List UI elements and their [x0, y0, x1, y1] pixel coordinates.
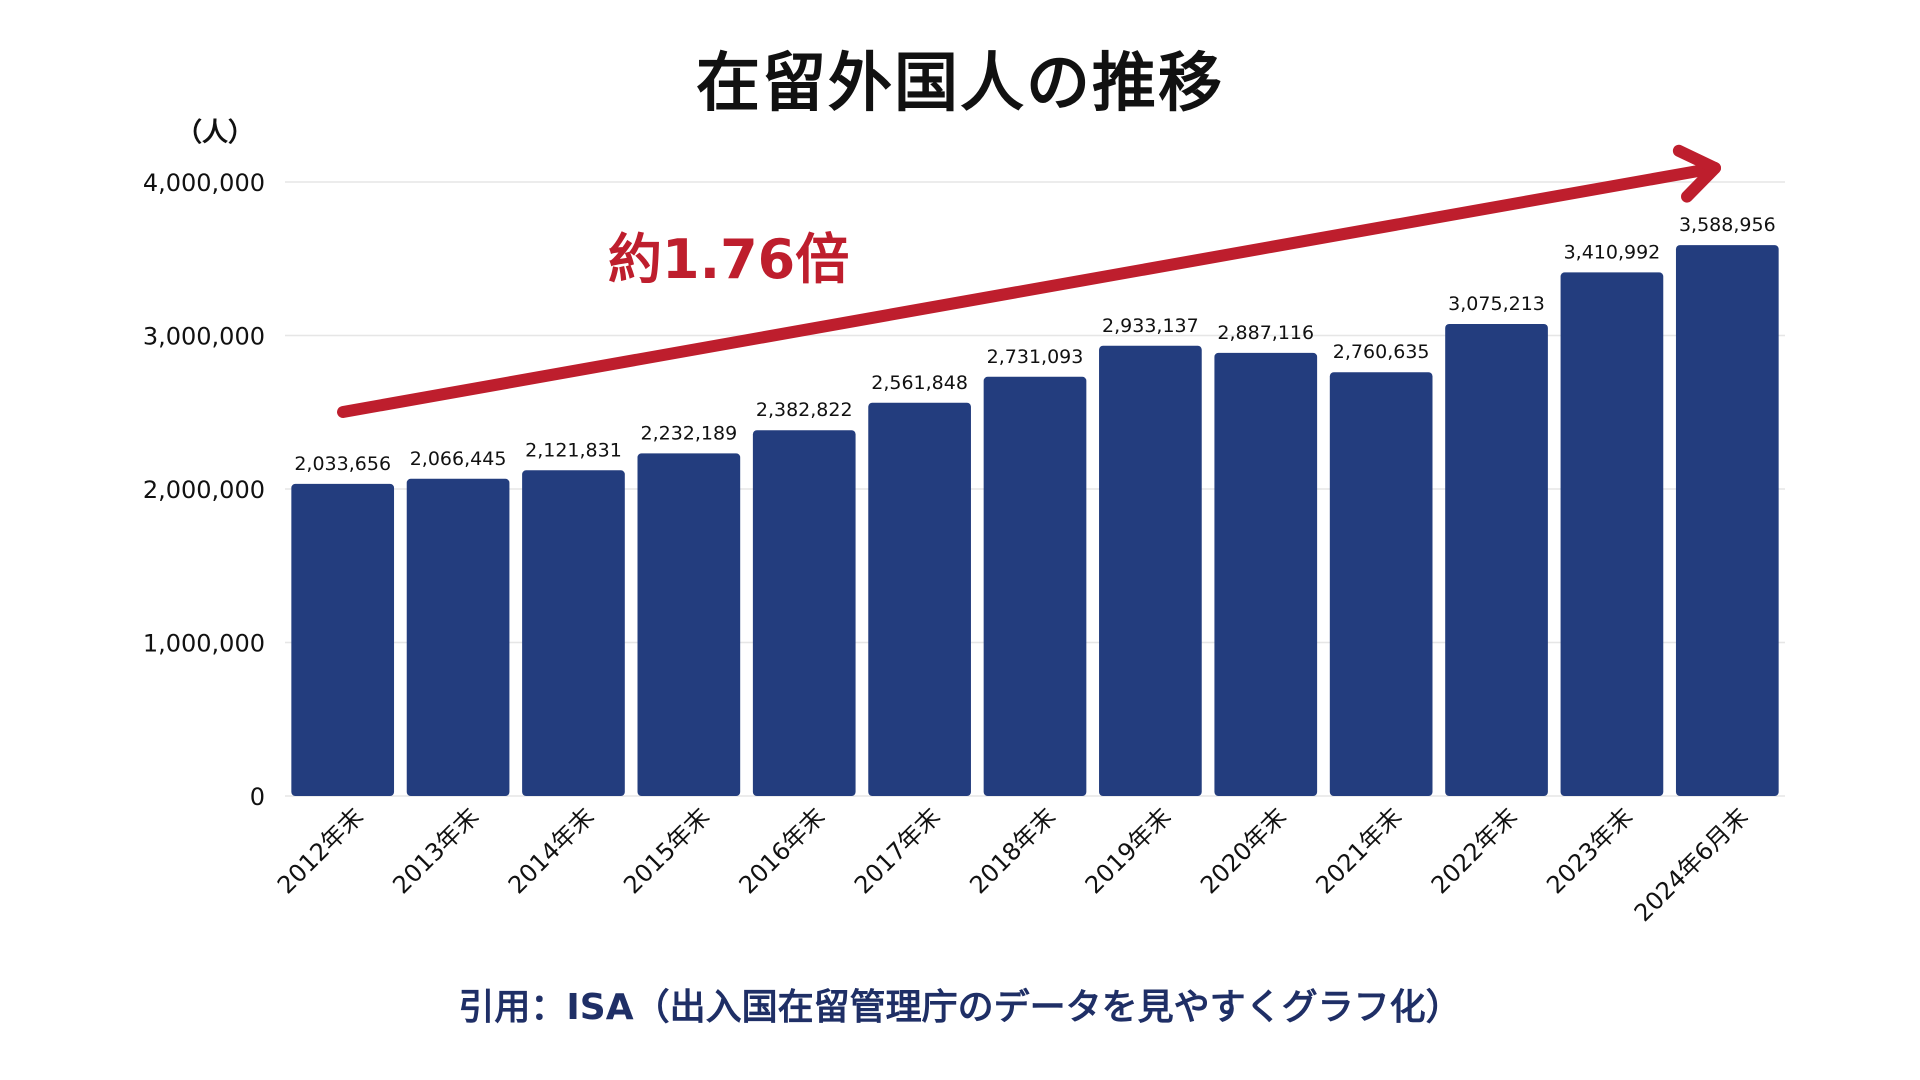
x-tick-label: 2021年末 — [1310, 802, 1407, 899]
y-tick-label: 0 — [250, 783, 265, 811]
bar-value-label: 3,075,213 — [1448, 293, 1545, 315]
y-tick-label: 1,000,000 — [143, 630, 265, 658]
x-tick-label: 2017年末 — [849, 802, 946, 899]
bar — [1675, 245, 1779, 796]
bar — [868, 402, 971, 796]
bar-value-label: 2,887,116 — [1217, 322, 1314, 344]
bar-value-label: 2,121,831 — [525, 439, 622, 461]
x-tick-label: 2022年末 — [1426, 802, 1523, 899]
bar-value-label: 2,731,093 — [987, 346, 1084, 368]
x-tick-label: 2016年末 — [734, 802, 831, 899]
bar — [1099, 345, 1202, 796]
x-tick-label: 2013年末 — [387, 802, 484, 899]
x-tick-label: 2018年末 — [964, 802, 1061, 899]
chart-title: 在留外国人の推移 — [696, 47, 1224, 121]
bar — [1560, 272, 1664, 796]
growth-annotation: 約1.76倍 — [608, 228, 849, 291]
bar — [522, 470, 625, 796]
bar-value-label: 2,066,445 — [410, 448, 507, 470]
bar — [1445, 323, 1548, 796]
bar — [291, 483, 395, 796]
bar — [406, 478, 510, 796]
bar — [637, 453, 741, 796]
bar — [752, 430, 856, 796]
bar-value-label: 2,561,848 — [871, 372, 968, 394]
x-tick-label: 2023年末 — [1541, 802, 1638, 899]
bar — [1214, 352, 1318, 796]
bar — [1329, 372, 1433, 796]
bar-value-label: 3,588,956 — [1679, 214, 1776, 236]
bar-value-label: 2,382,822 — [756, 399, 853, 421]
x-tick-label: 2015年末 — [618, 802, 715, 899]
trend-arrow-head — [1672, 144, 1721, 203]
bar-value-label: 2,760,635 — [1333, 341, 1430, 363]
bar-value-label: 3,410,992 — [1564, 241, 1661, 263]
source-citation: 引用：ISA（出入国在留管理庁のデータを見やすくグラフ化） — [458, 987, 1462, 1028]
y-axis-unit-label: （人） — [176, 118, 255, 148]
bar-value-label: 2,033,656 — [294, 453, 391, 475]
x-tick-label: 2019年末 — [1080, 802, 1177, 899]
y-tick-label: 3,000,000 — [143, 323, 265, 351]
trend-arrow-line — [337, 162, 1721, 418]
x-tick-label: 2020年末 — [1195, 802, 1292, 899]
bar-value-label: 2,933,137 — [1102, 315, 1199, 337]
x-tick-label: 2012年末 — [272, 802, 369, 899]
y-tick-label: 2,000,000 — [143, 476, 265, 504]
y-tick-label: 4,000,000 — [143, 169, 265, 197]
bar-value-label: 2,232,189 — [640, 422, 737, 444]
x-tick-label: 2014年末 — [503, 802, 600, 899]
bar — [983, 376, 1087, 796]
x-tick-label: 2024年6月末 — [1629, 802, 1754, 927]
